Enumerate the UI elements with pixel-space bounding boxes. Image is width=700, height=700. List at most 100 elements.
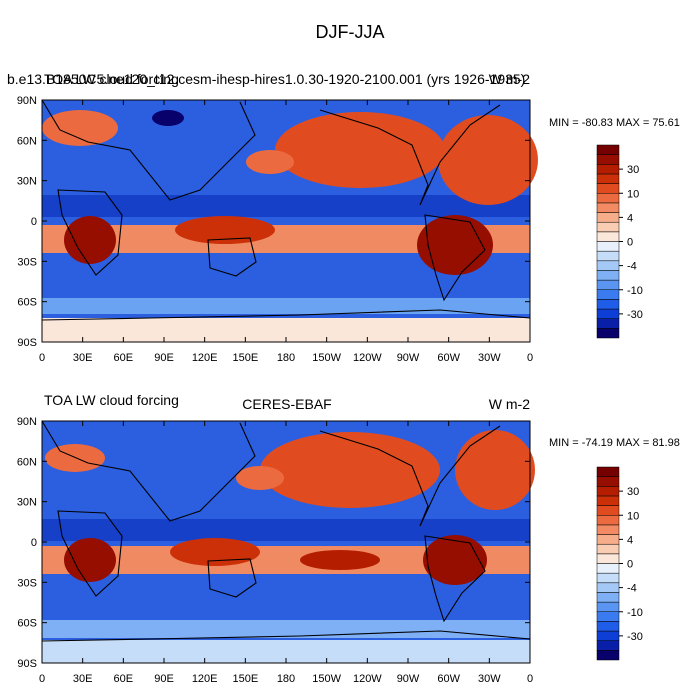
- colorbar-label: -4: [627, 583, 637, 595]
- colorbar-swatch: [596, 630, 620, 641]
- field-kuroshio-patch: [246, 150, 294, 174]
- x-tick-label: 30W: [478, 352, 501, 364]
- colorbar-swatch: [596, 308, 620, 319]
- x-tick-label: 90W: [397, 673, 420, 685]
- x-tick-label: 120E: [192, 352, 218, 364]
- y-tick-label: 60S: [17, 618, 37, 630]
- figure-title: DJF-JJA: [316, 22, 385, 42]
- colorbar-label: -4: [627, 261, 637, 273]
- field-north-atlantic-high: [455, 430, 535, 510]
- colorbar-swatch: [596, 299, 620, 310]
- colorbar-label: -10: [627, 285, 643, 297]
- x-tick-label: 120W: [353, 352, 382, 364]
- panel-model-title-overlay: TOA LW cloud forcing: [44, 71, 179, 87]
- x-tick-label: 0: [527, 673, 533, 685]
- coastline-africa: [57, 189, 123, 276]
- colorbar-swatch: [596, 279, 620, 291]
- field-southern-ocean-band: [42, 298, 530, 314]
- x-tick-label: 150E: [232, 352, 258, 364]
- y-tick-label: 30N: [17, 497, 37, 509]
- colorbar-swatch: [596, 495, 620, 506]
- colorbar-label: 10: [627, 510, 639, 522]
- colorbar-swatch: [596, 250, 620, 262]
- colorbar-swatch: [596, 592, 620, 603]
- coastline-australia: [207, 237, 257, 277]
- field-itcz-north-band: [42, 195, 530, 217]
- colorbar-label: 30: [627, 164, 639, 176]
- field-southern-ocean-band: [42, 620, 530, 638]
- field-north-atlantic-high: [438, 115, 538, 205]
- coastline-south-america: [424, 214, 486, 302]
- panel-model: b.e13.B1850C5.ne120_t12.cesm-ihesp-hires…: [7, 71, 680, 364]
- field-maritime-continent: [170, 538, 260, 566]
- y-tick-label: 90N: [17, 95, 37, 107]
- colorbar-swatch: [596, 505, 620, 516]
- coastline-antarctica: [41, 309, 531, 321]
- colorbar-swatch: [596, 144, 620, 155]
- colorbar-swatch: [596, 221, 620, 233]
- colorbar-swatch: [596, 543, 620, 555]
- coastlines: [41, 420, 531, 642]
- x-tick-label: 150E: [232, 673, 258, 685]
- colorbar-swatch: [596, 173, 620, 184]
- colorbar-swatch: [596, 270, 620, 281]
- coastline-north-america: [319, 104, 501, 206]
- field-north-pacific-high: [260, 432, 440, 508]
- panel-model-colorbar: 30 10 4 0 -4 -10 -30: [596, 144, 643, 339]
- colorbar-swatch: [596, 476, 620, 487]
- x-tick-label: 0: [39, 673, 45, 685]
- x-tick-label: 90W: [397, 352, 420, 364]
- colorbar-swatch: [596, 231, 620, 242]
- coastline-africa: [57, 510, 123, 597]
- x-tick-label: 120W: [353, 673, 382, 685]
- colorbar-swatch: [596, 212, 620, 223]
- colorbar-swatch: [596, 154, 620, 165]
- colorbar-swatch: [596, 515, 620, 526]
- panel-obs-x-axis: 0 30E 60E 90E 120E 150E 180 150W 120W 90W 60W 30W 0: [39, 421, 533, 685]
- y-tick-label: 60N: [17, 135, 37, 147]
- colorbar-label: 30: [627, 486, 639, 498]
- colorbar-label: 4: [627, 212, 633, 224]
- field-spcz-patch: [300, 550, 380, 570]
- y-tick-label: 0: [31, 216, 37, 228]
- x-tick-label: 0: [39, 352, 45, 364]
- colorbar-label: -10: [627, 607, 643, 619]
- colorbar-label: 0: [627, 237, 633, 249]
- field-africa-max: [64, 538, 116, 582]
- panel-model-units: W m-2: [489, 71, 530, 87]
- panel-model-minmax: MIN = -80.83 MAX = 75.61: [549, 117, 680, 129]
- colorbar-swatch: [596, 563, 620, 574]
- y-tick-label: 30S: [17, 577, 37, 589]
- colorbar-swatch: [596, 328, 620, 339]
- x-tick-label: 60E: [114, 673, 134, 685]
- colorbar-swatch: [596, 193, 620, 204]
- coastline-antarctica: [41, 630, 531, 642]
- colorbar-swatch: [596, 611, 620, 622]
- x-tick-label: 90E: [154, 352, 174, 364]
- panel-obs-minmax: MIN = -74.19 MAX = 81.98: [549, 437, 680, 449]
- panel-model-y-axis: 90N 60N 30N 0 30S 60S 90S: [17, 95, 530, 349]
- colorbar-swatch: [596, 486, 620, 497]
- y-tick-label: 90S: [17, 337, 37, 349]
- panel-obs-map: [41, 420, 535, 664]
- x-tick-label: 30E: [73, 352, 93, 364]
- colorbar-swatch: [596, 241, 620, 252]
- colorbar-swatch: [596, 260, 620, 271]
- colorbar-label: 10: [627, 188, 639, 200]
- colorbar-swatch: [596, 621, 620, 632]
- x-tick-label: 90E: [154, 673, 174, 685]
- field-kuroshio-patch: [236, 466, 284, 490]
- colorbar-swatch: [596, 202, 620, 213]
- x-tick-label: 0: [527, 352, 533, 364]
- x-tick-label: 150W: [312, 352, 341, 364]
- y-tick-label: 30N: [17, 176, 37, 188]
- field-africa-max: [64, 216, 116, 264]
- y-tick-label: 90S: [17, 658, 37, 670]
- colorbar-swatch: [596, 164, 620, 175]
- colorbar-swatch: [596, 553, 620, 564]
- x-tick-label: 60W: [437, 352, 460, 364]
- field-north-pacific-high: [275, 112, 445, 188]
- x-tick-label: 180: [277, 352, 295, 364]
